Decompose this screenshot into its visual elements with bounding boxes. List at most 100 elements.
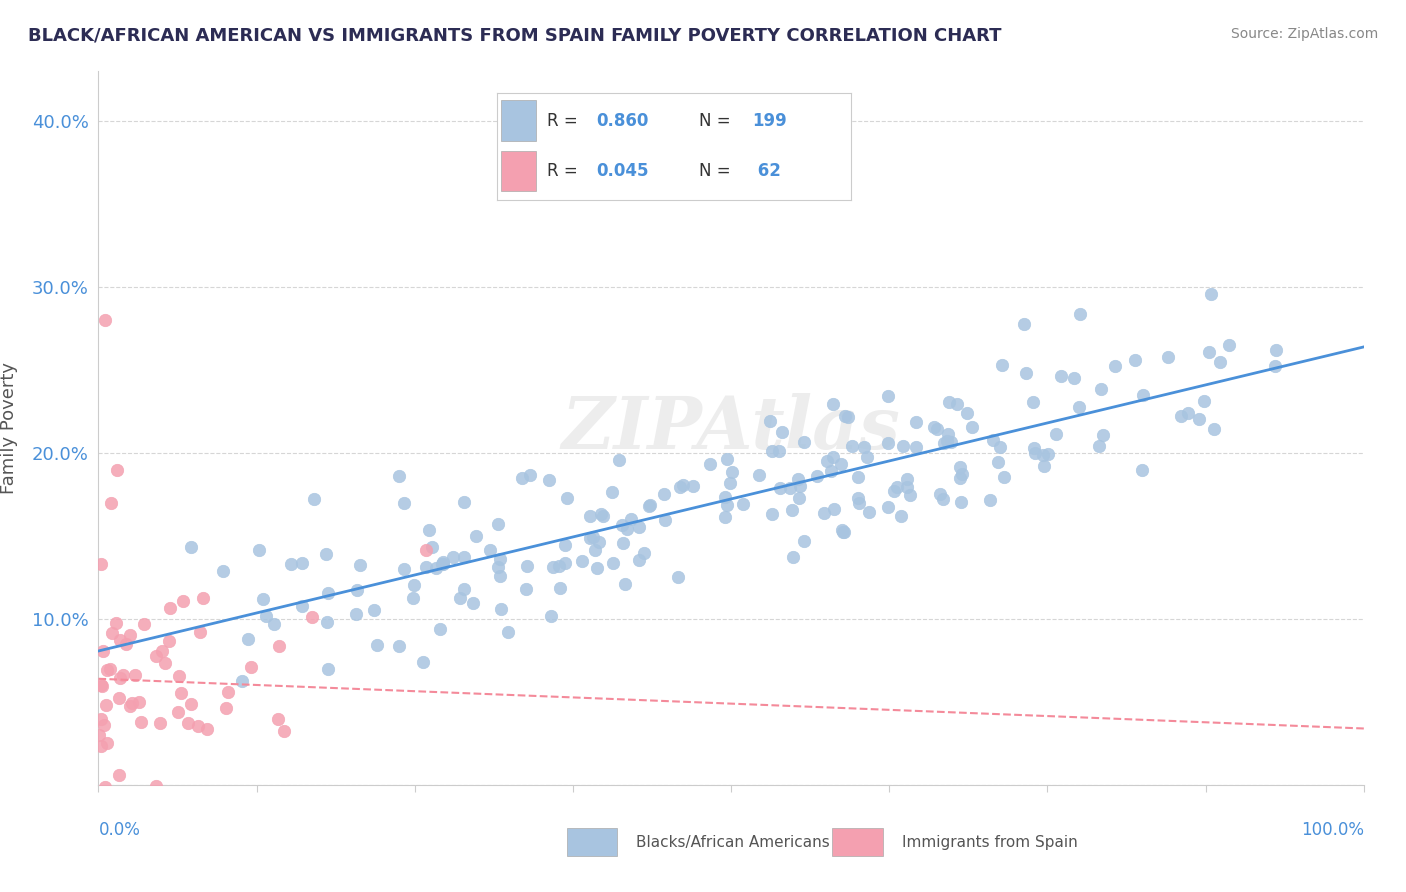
Point xyxy=(1123,352,1146,367)
Point xyxy=(578,531,600,545)
Point xyxy=(1069,307,1091,321)
Point xyxy=(638,500,661,514)
Point xyxy=(981,433,1004,447)
Point xyxy=(554,538,576,552)
Point xyxy=(834,409,856,423)
Point xyxy=(96,663,118,677)
Point xyxy=(876,388,898,402)
Point xyxy=(628,520,651,534)
Point xyxy=(107,463,129,477)
Point xyxy=(461,596,484,610)
Point xyxy=(510,471,533,485)
Point xyxy=(733,497,755,511)
Point xyxy=(432,557,454,571)
Point xyxy=(302,492,325,507)
Point xyxy=(316,662,339,676)
Point xyxy=(388,469,411,483)
Point xyxy=(620,511,643,525)
Text: Blacks/African Americans: Blacks/African Americans xyxy=(636,835,830,849)
Point xyxy=(101,626,124,640)
Point xyxy=(612,536,634,550)
Point xyxy=(177,716,200,731)
Text: Source: ZipAtlas.com: Source: ZipAtlas.com xyxy=(1230,27,1378,41)
Point xyxy=(453,549,475,564)
Point xyxy=(290,599,312,614)
Point xyxy=(315,615,337,630)
Point xyxy=(946,397,969,411)
Point xyxy=(315,547,337,561)
Point xyxy=(180,540,202,554)
Point xyxy=(432,557,454,571)
Point xyxy=(180,697,202,711)
Point xyxy=(415,543,437,558)
Point xyxy=(548,581,571,595)
Point xyxy=(602,556,624,570)
Point xyxy=(96,736,118,750)
Point xyxy=(128,695,150,709)
Point xyxy=(956,405,979,419)
Point xyxy=(793,435,815,450)
Point xyxy=(498,624,520,639)
Point xyxy=(247,543,270,558)
Point xyxy=(991,359,1014,373)
Point xyxy=(541,560,564,574)
Point xyxy=(105,616,128,631)
Point xyxy=(1032,448,1054,462)
Point xyxy=(555,491,578,505)
Point xyxy=(114,638,136,652)
Point xyxy=(858,505,880,519)
Point xyxy=(280,557,302,571)
Point xyxy=(108,768,131,782)
Point xyxy=(1170,409,1192,423)
Point xyxy=(429,622,451,636)
Point xyxy=(149,715,172,730)
Point xyxy=(640,499,662,513)
Point xyxy=(489,569,512,583)
Point xyxy=(607,453,630,467)
Point xyxy=(898,488,921,502)
Point xyxy=(582,530,605,544)
Point xyxy=(928,487,950,501)
Point xyxy=(588,534,610,549)
Point xyxy=(672,478,695,492)
Point xyxy=(453,494,475,508)
Point xyxy=(786,472,808,486)
Text: BLACK/AFRICAN AMERICAN VS IMMIGRANTS FROM SPAIN FAMILY POVERTY CORRELATION CHART: BLACK/AFRICAN AMERICAN VS IMMIGRANTS FRO… xyxy=(28,27,1001,45)
Point xyxy=(1045,426,1067,441)
Point xyxy=(90,677,112,691)
Point xyxy=(479,543,502,558)
Text: Immigrants from Spain: Immigrants from Spain xyxy=(903,835,1077,849)
Point xyxy=(491,602,513,616)
Point xyxy=(713,510,735,524)
Point xyxy=(415,560,437,574)
Point xyxy=(761,444,783,458)
Point xyxy=(612,517,634,532)
Point xyxy=(571,553,593,567)
Point xyxy=(301,609,323,624)
Point xyxy=(823,397,845,411)
Point xyxy=(211,564,233,578)
Point xyxy=(425,560,447,574)
Point xyxy=(87,728,110,742)
Point xyxy=(93,780,115,794)
Point xyxy=(831,524,853,539)
Point xyxy=(718,475,741,490)
Point xyxy=(172,593,194,607)
Point xyxy=(716,498,738,512)
Point xyxy=(949,471,972,485)
Point xyxy=(349,558,371,573)
Point xyxy=(153,657,176,671)
Point xyxy=(922,419,945,434)
Point xyxy=(98,662,121,676)
Point xyxy=(108,690,131,705)
Point xyxy=(118,698,141,713)
Point xyxy=(699,457,721,471)
Point xyxy=(93,313,117,327)
Point xyxy=(938,395,960,409)
Point xyxy=(489,551,512,566)
Point xyxy=(132,616,155,631)
Point xyxy=(846,470,869,484)
Point xyxy=(90,557,112,571)
Point xyxy=(1132,388,1154,402)
Point xyxy=(157,633,180,648)
